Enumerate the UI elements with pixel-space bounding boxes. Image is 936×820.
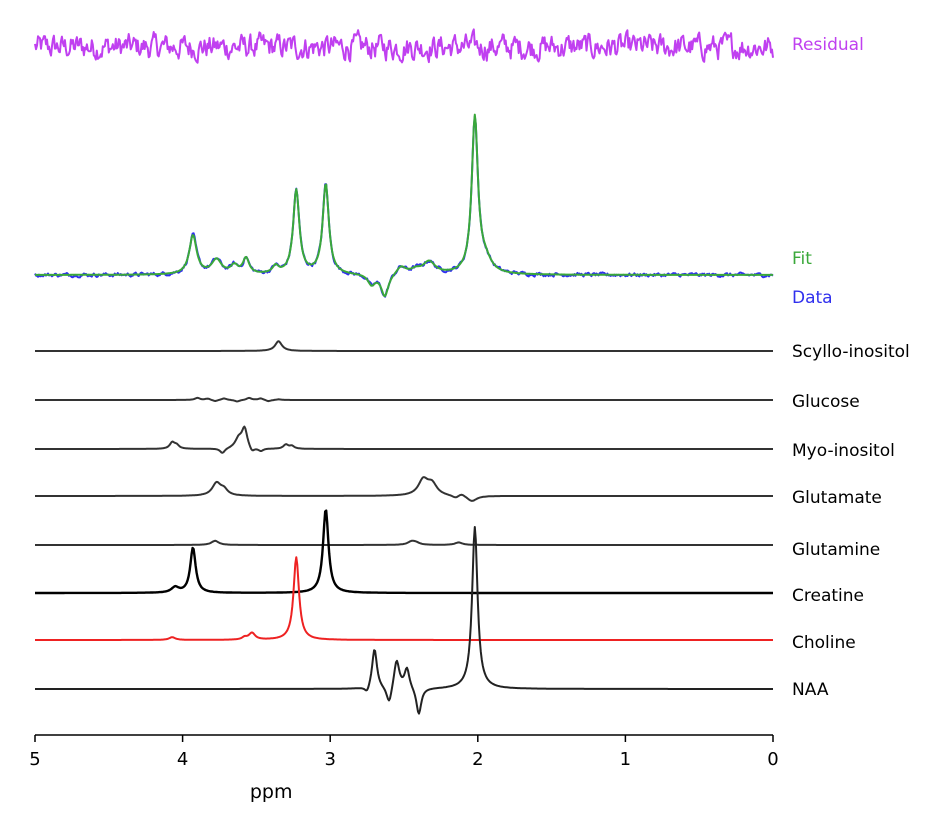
- series-line-myo-inositol: [35, 425, 773, 454]
- series-label-glutamine: Glutamine: [792, 540, 880, 560]
- series-label-scyllo-inositol: Scyllo-inositol: [792, 342, 910, 362]
- x-axis-title: ppm: [250, 781, 293, 803]
- x-axis: 5 4 3 2 1 0 ppm: [29, 734, 779, 803]
- x-tick-label-2: 2: [472, 749, 483, 770]
- series-label-fit: Fit: [792, 249, 812, 269]
- series-labels: Residual Fit Data Scyllo-inositol Glucose Myo…: [792, 35, 910, 700]
- series-line-scyllo-inositol: [35, 340, 773, 352]
- series-line-glucose: [35, 396, 773, 403]
- series-label-creatine: Creatine: [792, 586, 864, 606]
- series-label-myo-inositol: Myo-inositol: [792, 441, 895, 461]
- series-line-fit: [35, 113, 773, 298]
- series-label-glutamate: Glutamate: [792, 488, 882, 508]
- series-line-data: [34, 115, 774, 298]
- x-tick-label-0: 0: [767, 749, 778, 770]
- series-line-glutamate: [35, 476, 773, 502]
- series-label-naa: NAA: [792, 680, 829, 700]
- x-tick-label-3: 3: [324, 749, 335, 770]
- series-line-glutamine: [35, 539, 773, 546]
- series-label-choline: Choline: [792, 633, 856, 653]
- x-tick-label-5: 5: [29, 749, 40, 770]
- series-label-data: Data: [792, 288, 833, 308]
- series-line-creatine: [34, 509, 774, 595]
- series-line-choline: [35, 556, 773, 641]
- x-tick-label-1: 1: [620, 749, 631, 770]
- series-label-glucose: Glucose: [792, 392, 860, 412]
- spectrum-traces: [34, 28, 774, 715]
- x-tick-label-4: 4: [177, 749, 188, 770]
- series-line-naa: [35, 526, 773, 715]
- series-label-residual: Residual: [792, 35, 864, 55]
- series-line-residual: [34, 28, 774, 64]
